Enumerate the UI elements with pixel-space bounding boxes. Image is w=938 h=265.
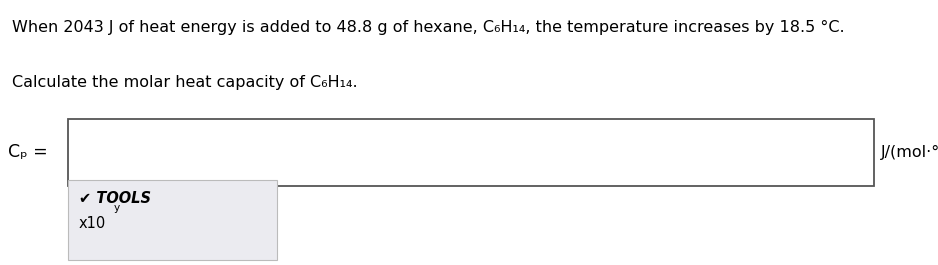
Text: y: y [113,203,120,213]
FancyBboxPatch shape [68,180,277,260]
Text: x10: x10 [79,216,106,231]
Text: When 2043 J of heat energy is added to 48.8 g of hexane, C₆H₁₄, the temperature : When 2043 J of heat energy is added to 4… [12,20,845,35]
Text: Cₚ =: Cₚ = [8,143,47,161]
Text: ✔ TOOLS: ✔ TOOLS [79,191,151,206]
FancyBboxPatch shape [68,119,874,186]
Text: Calculate the molar heat capacity of C₆H₁₄.: Calculate the molar heat capacity of C₆H… [12,76,357,90]
Text: J/(mol·°C): J/(mol·°C) [881,145,938,160]
